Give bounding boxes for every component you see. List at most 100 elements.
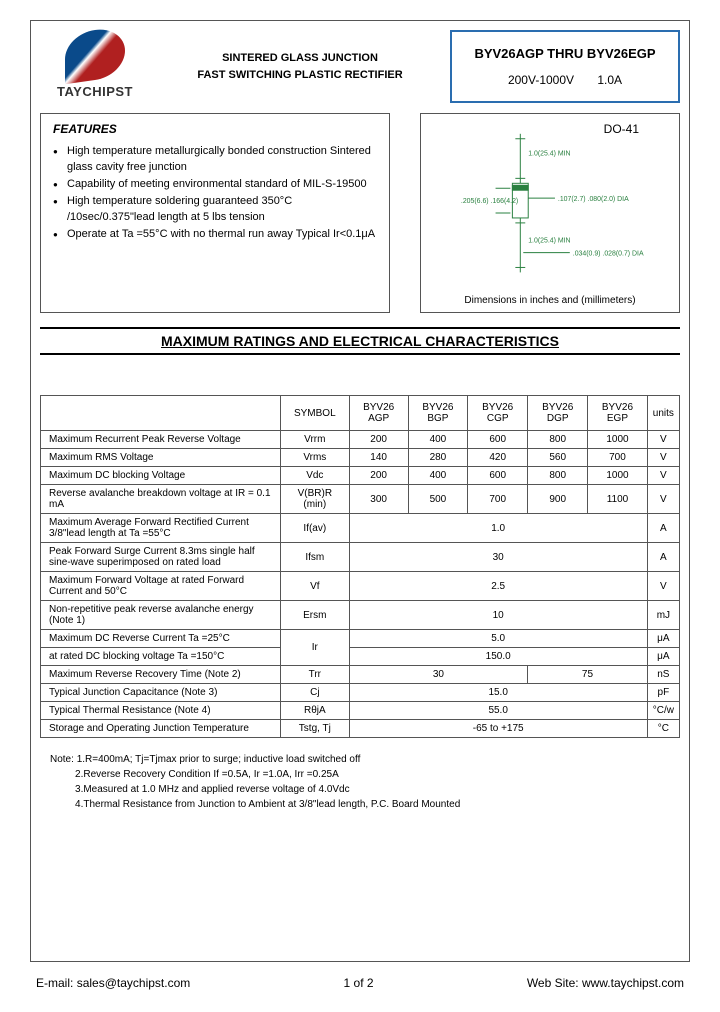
table-row: Reverse avalanche breakdown voltage at I…	[41, 485, 680, 514]
param-cell: Peak Forward Surge Current 8.3ms single …	[41, 543, 281, 572]
value-cell: 200	[349, 467, 408, 485]
table-row: Maximum RMS VoltageVrms140280420560700V	[41, 449, 680, 467]
symbol-cell: Trr	[281, 666, 350, 684]
feature-item: High temperature soldering guaranteed 35…	[53, 194, 377, 226]
table-header: units	[647, 396, 679, 431]
table-row: Typical Thermal Resistance (Note 4)RθjA5…	[41, 702, 680, 720]
table-row: at rated DC blocking voltage Ta =150°C 15…	[41, 648, 680, 666]
param-cell: Non-repetitive peak reverse avalanche en…	[41, 601, 281, 630]
value-cell: 700	[588, 449, 648, 467]
unit-cell: μA	[647, 648, 679, 666]
param-cell: Maximum Reverse Recovery Time (Note 2)	[41, 666, 281, 684]
table-header: BYV26 BGP	[408, 396, 468, 431]
param-cell: Storage and Operating Junction Temperatu…	[41, 720, 281, 738]
value-cell: 900	[528, 485, 588, 514]
dim-top-lead: 1.0(25.4) MIN	[528, 151, 570, 158]
symbol-cell: RθjA	[281, 702, 350, 720]
unit-cell: A	[647, 514, 679, 543]
package-diagram: DO-41 1.0(25.4) MIN .205(6.6) .166(4.2) …	[420, 113, 680, 313]
subtitle-line1: SINTERED GLASS JUNCTION	[160, 50, 440, 67]
value-cell: 280	[408, 449, 468, 467]
diagram-caption: Dimensions in inches and (millimeters)	[421, 295, 679, 306]
footer-web: Web Site: www.taychipst.com	[527, 976, 684, 990]
param-cell: at rated DC blocking voltage Ta =150°C	[41, 648, 281, 666]
param-cell: Typical Junction Capacitance (Note 3)	[41, 684, 281, 702]
symbol-cell: If(av)	[281, 514, 350, 543]
value-cell: 10	[349, 601, 647, 630]
value-cell: 2.5	[349, 572, 647, 601]
table-header: SYMBOL	[281, 396, 350, 431]
unit-cell: nS	[647, 666, 679, 684]
param-cell: Maximum RMS Voltage	[41, 449, 281, 467]
dim-lead-dia: .034(0.9) .028(0.7) DIA	[573, 251, 644, 258]
param-cell: Maximum DC Reverse Current Ta =25°C	[41, 630, 281, 648]
table-row: Maximum DC Reverse Current Ta =25°CIr5.0…	[41, 630, 680, 648]
page-footer: E-mail: sales@taychipst.com 1 of 2 Web S…	[30, 974, 690, 992]
value-cell: 700	[468, 485, 528, 514]
table-row: Peak Forward Surge Current 8.3ms single …	[41, 543, 680, 572]
value-cell: 300	[349, 485, 408, 514]
package-svg: 1.0(25.4) MIN .205(6.6) .166(4.2) .107(2…	[421, 114, 679, 312]
feature-item: Capability of meeting environmental stan…	[53, 177, 377, 193]
dim-body-h: .205(6.6) .166(4.2)	[461, 198, 518, 205]
symbol-cell: Ersm	[281, 601, 350, 630]
logo-swoosh-icon	[65, 26, 125, 84]
value-cell: 140	[349, 449, 408, 467]
value-cell: 1100	[588, 485, 648, 514]
unit-cell: V	[647, 572, 679, 601]
company-name: TAYCHIPST	[40, 84, 150, 99]
value-cell: 800	[528, 431, 588, 449]
unit-cell: °C	[647, 720, 679, 738]
symbol-cell: V(BR)R (min)	[281, 485, 350, 514]
value-cell: 1000	[588, 467, 648, 485]
table-header: BYV26 EGP	[588, 396, 648, 431]
value-cell: 400	[408, 431, 468, 449]
unit-cell: A	[647, 543, 679, 572]
value-cell: 55.0	[349, 702, 647, 720]
dim-body-w: .107(2.7) .080(2.0) DIA	[558, 196, 629, 203]
value-cell: 560	[528, 449, 588, 467]
param-cell: Reverse avalanche breakdown voltage at I…	[41, 485, 281, 514]
value-cell: 150.0	[349, 648, 647, 666]
unit-cell: °C/w	[647, 702, 679, 720]
param-cell: Maximum Recurrent Peak Reverse Voltage	[41, 431, 281, 449]
value-cell: 500	[408, 485, 468, 514]
table-header: BYV26 AGP	[349, 396, 408, 431]
table-header: BYV26 CGP	[468, 396, 528, 431]
table-row: Non-repetitive peak reverse avalanche en…	[41, 601, 680, 630]
symbol-cell: Vf	[281, 572, 350, 601]
unit-cell: pF	[647, 684, 679, 702]
value-cell: 15.0	[349, 684, 647, 702]
unit-cell: V	[647, 431, 679, 449]
notes-lead: Note:	[50, 754, 74, 765]
features-box: FEATURES High temperature metallurgicall…	[40, 113, 390, 313]
param-cell: Maximum Average Forward Rectified Curren…	[41, 514, 281, 543]
features-list: High temperature metallurgically bonded …	[53, 144, 377, 243]
feature-item: Operate at Ta =55°C with no thermal run …	[53, 227, 377, 243]
part-spec: 200V-1000V 1.0A	[462, 73, 668, 87]
value-cell: 600	[468, 467, 528, 485]
dim-bot-lead: 1.0(25.4) MIN	[528, 238, 570, 245]
ratings-table: SYMBOLBYV26 AGPBYV26 BGPBYV26 CGPBYV26 D…	[40, 395, 680, 738]
table-row: Maximum Average Forward Rectified Curren…	[41, 514, 680, 543]
company-logo: TAYCHIPST	[40, 30, 150, 99]
value-cell: 75	[528, 666, 648, 684]
table-row: Maximum Reverse Recovery Time (Note 2)Tr…	[41, 666, 680, 684]
part-range: BYV26AGP THRU BYV26EGP	[462, 46, 668, 61]
table-header: BYV26 DGP	[528, 396, 588, 431]
unit-cell: V	[647, 449, 679, 467]
value-cell: 30	[349, 543, 647, 572]
doc-subtitle: SINTERED GLASS JUNCTION FAST SWITCHING P…	[160, 30, 440, 83]
section-heading: MAXIMUM RATINGS AND ELECTRICAL CHARACTER…	[40, 327, 680, 355]
value-cell: 420	[468, 449, 528, 467]
symbol-cell: Vdc	[281, 467, 350, 485]
symbol-cell: Ifsm	[281, 543, 350, 572]
table-row: Maximum DC blocking VoltageVdc2004006008…	[41, 467, 680, 485]
symbol-cell: Tstg, Tj	[281, 720, 350, 738]
table-header	[41, 396, 281, 431]
symbol-cell: Ir	[281, 630, 350, 666]
value-cell: 30	[349, 666, 528, 684]
value-cell: 1000	[588, 431, 648, 449]
unit-cell: V	[647, 485, 679, 514]
part-number-box: BYV26AGP THRU BYV26EGP 200V-1000V 1.0A	[450, 30, 680, 103]
